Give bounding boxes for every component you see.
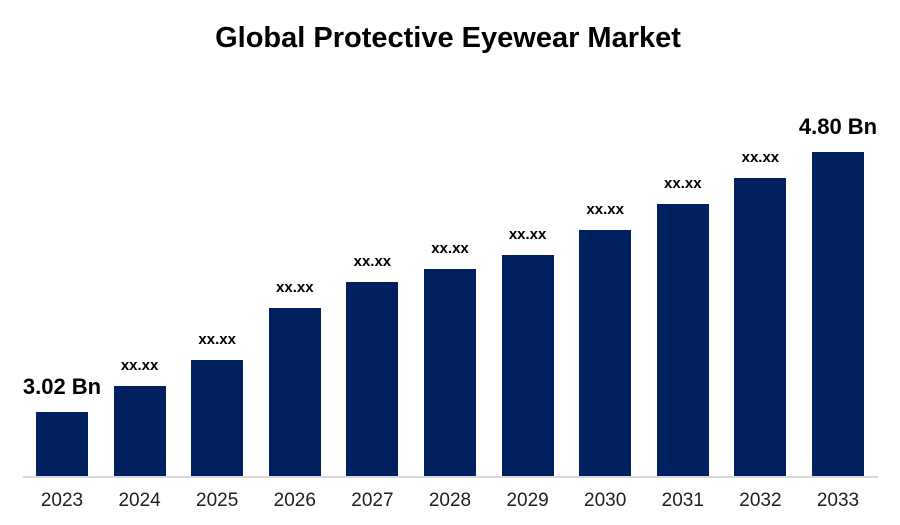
- bar-2032: [734, 178, 787, 476]
- x-tick-2029: 2029: [506, 490, 549, 511]
- bar-2023: [36, 412, 88, 476]
- value-label-2029: xx.xx: [508, 226, 547, 243]
- value-label-2024: xx.xx: [120, 357, 159, 374]
- value-label-2032: xx.xx: [741, 149, 780, 166]
- x-tick-2026: 2026: [273, 490, 316, 511]
- x-tick-2032: 2032: [739, 490, 782, 511]
- value-label-2026: xx.xx: [276, 279, 314, 296]
- value-label-2033: 4.80 Bn: [798, 114, 878, 139]
- bar-2029: [501, 255, 554, 476]
- bar-2024: [113, 386, 166, 476]
- x-axis-line: [23, 476, 878, 478]
- bar-2027: [346, 282, 399, 476]
- bar-2025: [191, 360, 244, 476]
- x-tick-2027: 2027: [351, 490, 394, 511]
- x-tick-2028: 2028: [428, 490, 472, 511]
- bar-2026: [268, 308, 321, 476]
- bar-2031: [656, 204, 709, 476]
- bar-2028: [424, 269, 476, 476]
- x-tick-2024: 2024: [118, 490, 161, 511]
- bar-2030: [579, 230, 632, 476]
- value-label-2023: 3.02 Bn: [22, 374, 102, 399]
- value-label-2027: xx.xx: [353, 253, 392, 270]
- plot-area: 3.02 Bn xx.xx xx.xx xx.xx xx.xx xx.xx xx.xx xx.…: [22, 114, 878, 476]
- value-label-2028: xx.xx: [431, 240, 469, 257]
- x-tick-2025: 2025: [196, 490, 239, 511]
- value-label-2031: xx.xx: [664, 175, 702, 192]
- x-tick-2033: 2033: [816, 490, 860, 511]
- bar-2033: [812, 152, 864, 476]
- chart-title: Global Protective Eyewear Market: [215, 22, 681, 54]
- value-label-2025: xx.xx: [198, 331, 236, 348]
- x-tick-2030: 2030: [584, 490, 627, 511]
- x-tick-2023: 2023: [40, 490, 84, 511]
- x-tick-2031: 2031: [661, 490, 704, 511]
- value-label-2030: xx.xx: [586, 201, 624, 218]
